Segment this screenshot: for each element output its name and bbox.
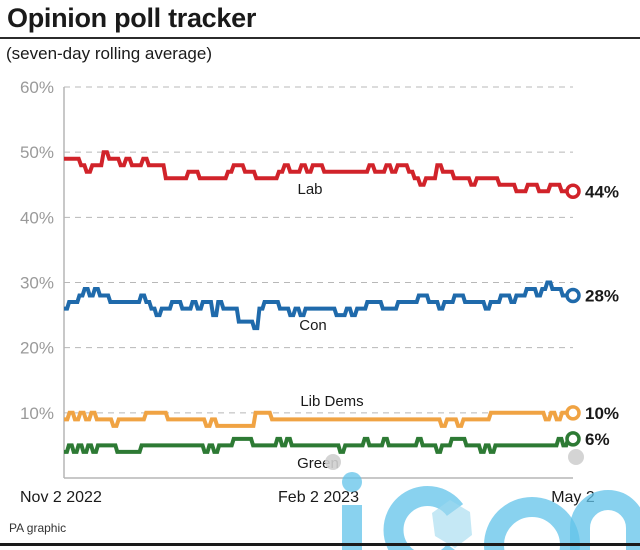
series-line-lib-dems bbox=[64, 410, 573, 428]
series-lines bbox=[64, 150, 581, 454]
series-label: Lib Dems bbox=[300, 393, 363, 410]
x-tick-label: May 2 bbox=[551, 489, 595, 506]
y-tick-label: 20% bbox=[20, 339, 54, 358]
title-rule bbox=[0, 37, 640, 39]
series-line-lab bbox=[64, 150, 573, 194]
bottom-rule bbox=[0, 543, 640, 546]
x-tick-label: Nov 2 2022 bbox=[20, 489, 102, 506]
y-tick-label: 10% bbox=[20, 404, 54, 423]
series-label: Lab bbox=[297, 181, 322, 198]
y-tick-label: 40% bbox=[20, 208, 54, 227]
y-tick-label: 50% bbox=[20, 143, 54, 162]
chart-title: Opinion poll tracker bbox=[7, 3, 257, 33]
series-line-con bbox=[64, 280, 573, 331]
end-value-label: 10% bbox=[585, 404, 619, 423]
source-credit: PA graphic bbox=[9, 521, 67, 535]
end-value-label: 44% bbox=[585, 182, 619, 201]
chart-subtitle: (seven-day rolling average) bbox=[6, 44, 212, 63]
end-value-label: 6% bbox=[585, 430, 610, 449]
y-tick-label: 60% bbox=[20, 78, 54, 97]
watermark-dot bbox=[568, 449, 584, 465]
series-label: Con bbox=[299, 317, 327, 334]
series-line-green bbox=[64, 436, 573, 454]
end-marker bbox=[565, 287, 581, 304]
gridlines bbox=[64, 86, 573, 414]
y-tick-label: 30% bbox=[20, 274, 54, 293]
end-value-label: 28% bbox=[585, 287, 619, 306]
watermark-dot bbox=[325, 454, 341, 470]
y-axis-ticks: 10% 20% 30% 40% 50% 60% bbox=[20, 78, 54, 423]
x-axis-ticks: Nov 2 2022 Feb 2 2023 May 2 bbox=[20, 489, 595, 506]
x-tick-label: Feb 2 2023 bbox=[278, 489, 359, 506]
end-marker bbox=[565, 183, 581, 200]
end-marker bbox=[565, 431, 581, 447]
end-marker bbox=[565, 405, 581, 421]
